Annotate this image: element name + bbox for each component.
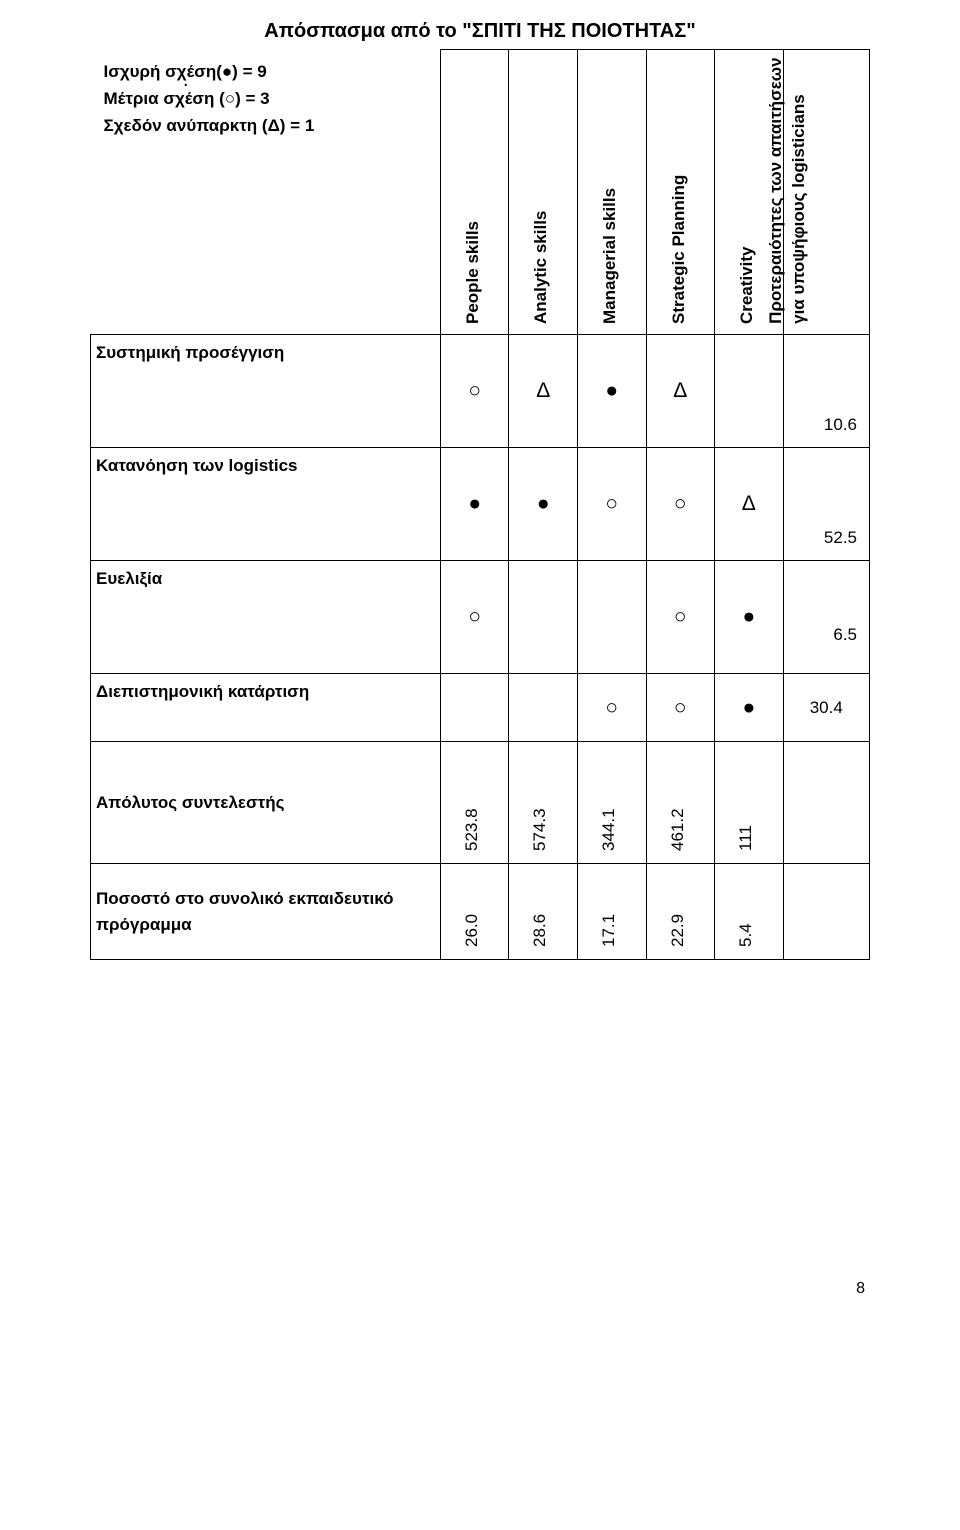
- row-label: Ευελιξία: [91, 561, 441, 674]
- row-label: Κατανόηση των logistics: [91, 448, 441, 561]
- pct-c4-val: 5.4: [736, 923, 756, 947]
- cell-r3-c1: [509, 674, 578, 742]
- cell-r0-c4: [715, 335, 784, 448]
- cell-r0-c2: ●: [578, 335, 647, 448]
- abs-c3: 461.2: [646, 742, 715, 864]
- pct-priority-cell: [783, 864, 869, 960]
- abs-c2-val: 344.1: [599, 808, 619, 851]
- row-flexibility-label: Ευελιξία: [96, 569, 162, 588]
- cell-r2-c1: [509, 561, 578, 674]
- row-logistics-label: Κατανόηση των logistics: [96, 456, 297, 475]
- pct-c3: 22.9: [646, 864, 715, 960]
- pct-c1: 28.6: [509, 864, 578, 960]
- pct-c2: 17.1: [578, 864, 647, 960]
- abs-c0: 523.8: [440, 742, 509, 864]
- row-label: Συστημική προσέγγιση: [91, 335, 441, 448]
- quality-matrix: Απόσπασμα από το "ΣΠΙΤΙ ΤΗΣ ΠΟΙΟΤΗΤΑΣ" .…: [90, 20, 870, 1298]
- cell-r0-c0: ○: [440, 335, 509, 448]
- cell-r2-c2: [578, 561, 647, 674]
- cell-r1-c3: ○: [646, 448, 715, 561]
- row-flexibility: Ευελιξία ○ ○ ● 6.5: [91, 561, 870, 674]
- row-absolute: Απόλυτος συντελεστής 523.8 574.3 344.1 4…: [91, 742, 870, 864]
- col-header-managerial: Managerial skills: [578, 50, 647, 335]
- row-systemic-label: Συστημική προσέγγιση: [96, 343, 284, 362]
- abs-c0-val: 523.8: [462, 808, 482, 851]
- cell-r1-c4: Δ: [715, 448, 784, 561]
- abs-c2: 344.1: [578, 742, 647, 864]
- col-header-analytic-label: Analytic skills: [531, 211, 551, 324]
- col-header-managerial-label: Managerial skills: [600, 188, 620, 324]
- row-systemic: Συστημική προσέγγιση ○ Δ ● Δ 10.6: [91, 335, 870, 448]
- pct-c2-val: 17.1: [599, 914, 619, 947]
- priority-r3: 30.4: [783, 674, 869, 742]
- cell-r0-c3: Δ: [646, 335, 715, 448]
- abs-c3-val: 461.2: [668, 808, 688, 851]
- header-row: Ισχυρή σχέση(●) = 9 Μέτρια σχέση (○) = 3…: [91, 50, 870, 335]
- abs-c4-val: 111: [736, 825, 756, 851]
- pct-c0-val: 26.0: [462, 914, 482, 947]
- row-percent: Ποσοστό στο συνολικό εκπαιδευτικό πρόγρα…: [91, 864, 870, 960]
- page-title: Απόσπασμα από το "ΣΠΙΤΙ ΤΗΣ ΠΟΙΟΤΗΤΑΣ": [90, 20, 870, 43]
- priority-r1: 52.5: [783, 448, 869, 561]
- row-label: Διεπιστημονική κατάρτιση: [91, 674, 441, 742]
- pct-c4: 5.4: [715, 864, 784, 960]
- cell-r2-c4: ●: [715, 561, 784, 674]
- cell-r0-c1: Δ: [509, 335, 578, 448]
- col-header-strategic: Strategic Planning: [646, 50, 715, 335]
- col-header-strategic-label: Strategic Planning: [669, 175, 689, 324]
- cell-r1-c2: ○: [578, 448, 647, 561]
- page-number: 8: [90, 1280, 870, 1298]
- legend-cell: Ισχυρή σχέση(●) = 9 Μέτρια σχέση (○) = 3…: [91, 50, 441, 335]
- col-header-people: People skills: [440, 50, 509, 335]
- col-header-priority: Προτεραιότητες των απαιτήσεων για υποψήφ…: [783, 50, 869, 335]
- priority-r2: 6.5: [783, 561, 869, 674]
- abs-priority-cell: [783, 742, 869, 864]
- marker-dot: .: [183, 69, 189, 92]
- priority-r0: 10.6: [783, 335, 869, 448]
- abs-c1-val: 574.3: [530, 808, 550, 851]
- cell-r3-c4: ●: [715, 674, 784, 742]
- cell-r1-c0: ●: [440, 448, 509, 561]
- col-header-analytic: Analytic skills: [509, 50, 578, 335]
- row-interdisciplinary: Διεπιστημονική κατάρτιση ○ ○ ● 30.4: [91, 674, 870, 742]
- col-header-creativity-label: Creativity: [737, 247, 757, 324]
- pct-c3-val: 22.9: [668, 914, 688, 947]
- row-label: Απόλυτος συντελεστής: [91, 742, 441, 864]
- cell-r2-c0: ○: [440, 561, 509, 674]
- cell-r3-c0: [440, 674, 509, 742]
- cell-r3-c2: ○: [578, 674, 647, 742]
- cell-r2-c3: ○: [646, 561, 715, 674]
- row-logistics: Κατανόηση των logistics ● ● ○ ○ Δ 52.5: [91, 448, 870, 561]
- legend-strong: Ισχυρή σχέση(●) = 9: [104, 58, 440, 85]
- cell-r3-c3: ○: [646, 674, 715, 742]
- cell-r1-c1: ●: [509, 448, 578, 561]
- legend-medium: Μέτρια σχέση (○) = 3: [104, 85, 440, 112]
- pct-c0: 26.0: [440, 864, 509, 960]
- row-label: Ποσοστό στο συνολικό εκπαιδευτικό πρόγρα…: [91, 864, 441, 960]
- col-header-priority-label: Προτεραιότητες των απαιτήσεων για υποψήφ…: [765, 49, 811, 324]
- matrix-table: Ισχυρή σχέση(●) = 9 Μέτρια σχέση (○) = 3…: [90, 49, 870, 960]
- abs-c4: 111: [715, 742, 784, 864]
- abs-c1: 574.3: [509, 742, 578, 864]
- pct-c1-val: 28.6: [530, 914, 550, 947]
- legend-weak: Σχεδόν ανύπαρκτη (Δ) = 1: [104, 112, 440, 139]
- col-header-people-label: People skills: [463, 221, 483, 324]
